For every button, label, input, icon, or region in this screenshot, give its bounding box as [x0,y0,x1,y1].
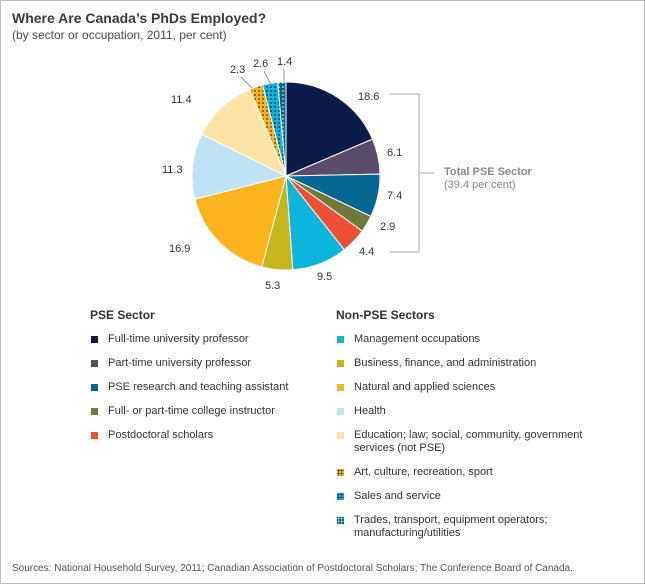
pse-bracket-line [390,93,434,253]
legend-swatch-part-time-university-professor [91,360,98,367]
legend-swatch-education-law-social-community-government-services-not-pse [337,432,344,439]
pie-slice-health [191,133,288,200]
legend-label-part-time-university-professor: Part-time university professor [108,357,252,369]
legend-swatch-trades-transport-equipment-operators-manufacturing-utilities [337,517,344,524]
legend-label-management-occupations: Management occupations [354,333,480,345]
legend-item-sales-and-service: Sales and service [336,490,606,503]
pse-total-percent: (39.4 per cent) [444,179,516,191]
pse-total-bracket [390,93,434,253]
legend-swatch-business-finance-and-administration [337,360,344,367]
legend-label-pse-research-and-teaching-assistant: PSE research and teaching assistant [108,381,289,393]
legend-label-art-culture-recreation-sport: Art, culture, recreation, sport [354,466,493,478]
data-label-education-law-social-community-government-services-not-pse: 11.4 [171,94,192,106]
legend-swatch-management-occupations [337,336,344,343]
data-label-postdoctoral-scholars: 4.4 [359,246,374,258]
legend-swatch-pse-research-and-teaching-assistant [91,384,98,391]
legend-item-business-finance-and-administration: Business, finance, and administration [336,357,606,370]
pse-total-label: Total PSE Sector [444,166,533,178]
legend-swatch-natural-and-applied-sciences [337,384,344,391]
legend-label-business-finance-and-administration: Business, finance, and administration [354,357,537,369]
pie-slice-full-time-university-professor [285,81,374,177]
legend-item-part-time-university-professor: Part-time university professor [90,357,320,370]
data-label-management-occupations: 9.5 [317,271,332,283]
legend-non-pse: Management occupations Business, finance,… [336,333,606,551]
legend-label-health: Health [354,405,386,417]
legend-swatch-health [337,408,344,415]
legend-swatch-full-time-university-professor [91,336,98,343]
legend-label-postdoctoral-scholars: Postdoctoral scholars [108,429,214,441]
data-label-natural-and-applied-sciences: 16.9 [169,243,190,255]
legend-title-pse: PSE Sector [90,308,155,322]
legend-item-pse-research-and-teaching-assistant: PSE research and teaching assistant [90,381,320,394]
data-label-part-time-university-professor: 6.1 [387,147,402,159]
legend-label-full-time-university-professor: Full-time university professor [108,333,249,345]
data-label-sales-and-service: 2.6 [253,58,268,70]
legend-label-sales-and-service: Sales and service [354,490,441,502]
legend-pse: Full-time university professor Part-time … [90,333,320,453]
data-label-full-or-part-time-college-instructor: 2.9 [380,221,395,233]
pie-chart: 18.6 6.1 7.4 2.9 4.4 9.5 5.3 16.9 11.3 11.4 2.3 2.6… [162,56,533,292]
legend-item-education-law-social-community-government-services-not-pse: Education; law; social, community, gover… [336,429,606,455]
legend-title-non-pse: Non-PSE Sectors [336,308,435,322]
data-label-art-culture-recreation-sport: 2.3 [230,64,245,76]
legend-item-full-time-university-professor: Full-time university professor [90,333,320,346]
legend-item-full-or-part-time-college-instructor: Full- or part-time college instructor [90,405,320,418]
legend-item-trades-transport-equipment-operators-manufacturing-utilities: Trades, transport, equipment operators; … [336,514,606,540]
legend-swatch-full-or-part-time-college-instructor [91,408,98,415]
legend-label-trades-transport-equipment-operators-manufacturing-utilities: Trades, transport, equipment operators; … [354,514,548,539]
leader-line-art-culture-recreation-sport [240,76,253,89]
data-label-business-finance-and-administration: 5.3 [265,280,280,292]
legend-item-management-occupations: Management occupations [336,333,606,346]
data-label-pse-research-and-teaching-assistant: 7.4 [387,190,402,202]
legend-item-postdoctoral-scholars: Postdoctoral scholars [90,429,320,442]
legend-swatch-sales-and-service [337,493,344,500]
data-label-trades-transport-equipment-operators-manufacturing-utilities: 1.4 [277,56,292,68]
legend-item-art-culture-recreation-sport: Art, culture, recreation, sport [336,466,606,479]
chart-title: Where Are Canada’s PhDs Employed? [12,10,267,26]
pie-slice-trades-transport-equipment-operators-manufacturing-utilities [277,81,287,177]
data-label-full-time-university-professor: 18.6 [358,91,379,103]
legend-item-natural-and-applied-sciences: Natural and applied sciences [336,381,606,394]
legend-swatch-art-culture-recreation-sport [337,469,344,476]
legend-label-education-law-social-community-government-services-not-pse: Education; law; social, community, gover… [354,429,583,454]
chart-subtitle: (by sector or occupation, 2011, per cent… [12,28,227,42]
legend-swatch-postdoctoral-scholars [91,432,98,439]
source-note: Sources: National Household Survey, 2011… [12,563,573,574]
legend-label-natural-and-applied-sciences: Natural and applied sciences [354,381,496,393]
data-label-health: 11.3 [162,164,183,176]
legend-label-full-or-part-time-college-instructor: Full- or part-time college instructor [108,405,275,417]
leader-line-sales-and-service [263,70,272,86]
pie-slice-natural-and-applied-sciences [194,175,287,268]
pie-slice-education-law-social-community-government-services-not-pse [201,88,287,178]
legend-item-health: Health [336,405,606,418]
